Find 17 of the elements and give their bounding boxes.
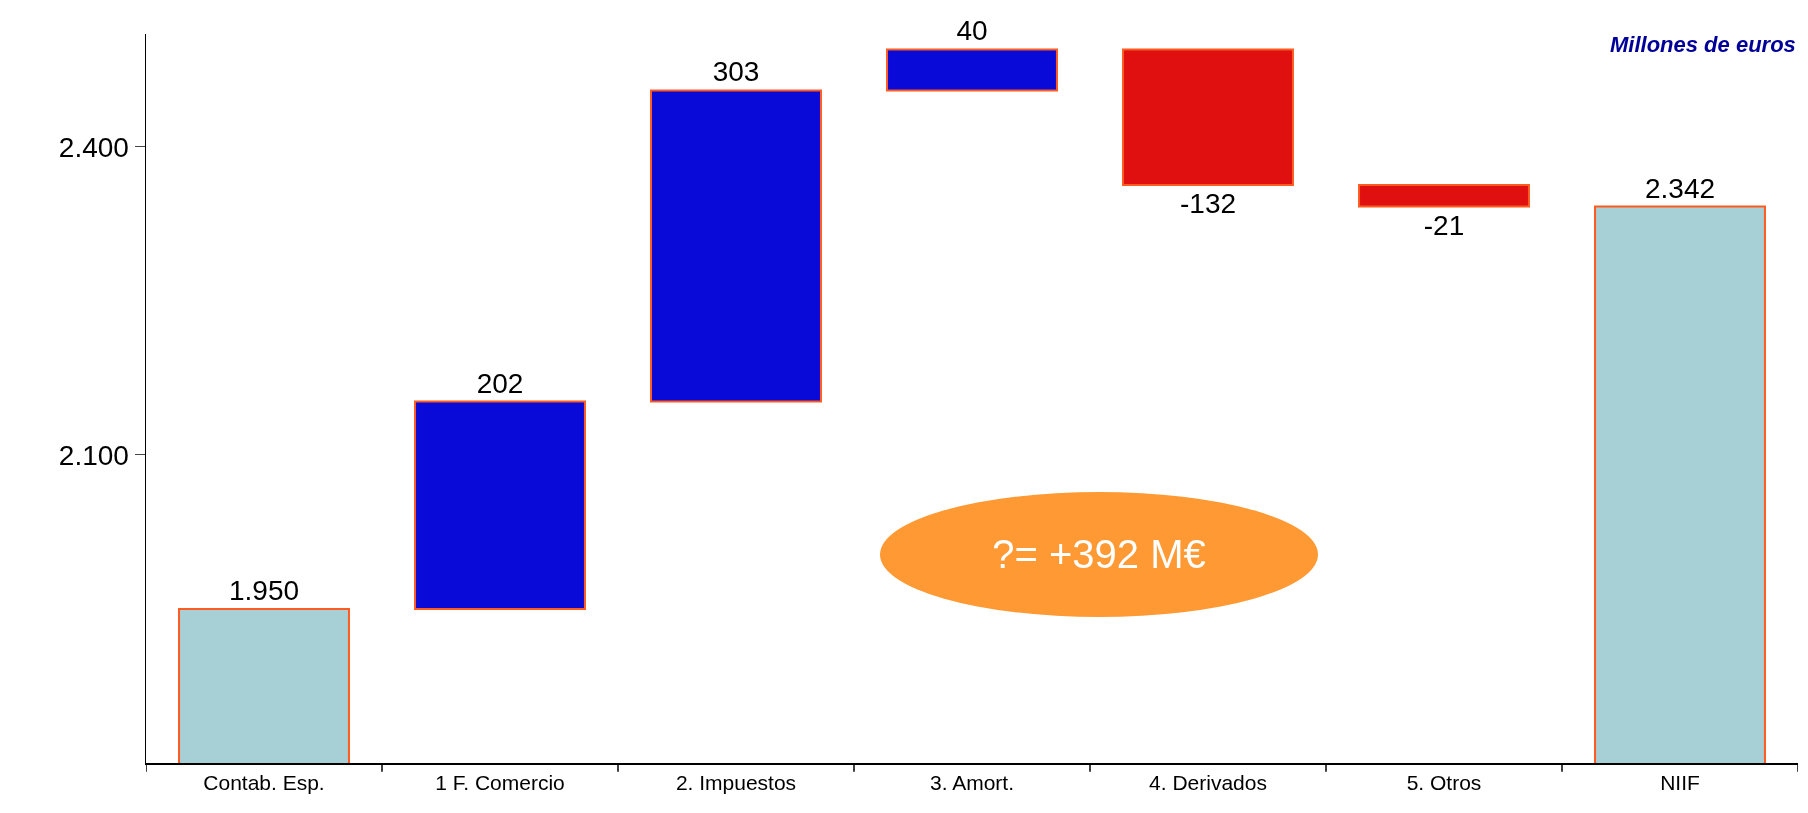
data-label: -132 — [1179, 187, 1237, 219]
data-label: -21 — [1423, 209, 1465, 241]
x-tick-label: Contab. Esp. — [203, 770, 325, 794]
x-tick-label: 1 F. Comercio — [435, 770, 565, 794]
x-tick-label: NIIF — [1660, 770, 1700, 794]
annotation: Millones de euros — [1610, 32, 1796, 57]
x-tick-label: 4. Derivados — [1149, 770, 1267, 794]
y-tick-label: 2.100 — [58, 439, 129, 471]
data-label: 303 — [712, 56, 760, 88]
y-tick-label: 2.400 — [58, 131, 129, 163]
data-label: 1.950 — [228, 574, 300, 606]
x-tick-label: 2. Impuestos — [675, 770, 797, 794]
data-label: 2.342 — [1644, 172, 1716, 204]
x-tick-label: 5. Otros — [1406, 770, 1482, 794]
data-label: 202 — [476, 367, 524, 399]
x-tick-label: 3. Amort. — [929, 770, 1015, 794]
data-label: 40 — [956, 15, 988, 47]
